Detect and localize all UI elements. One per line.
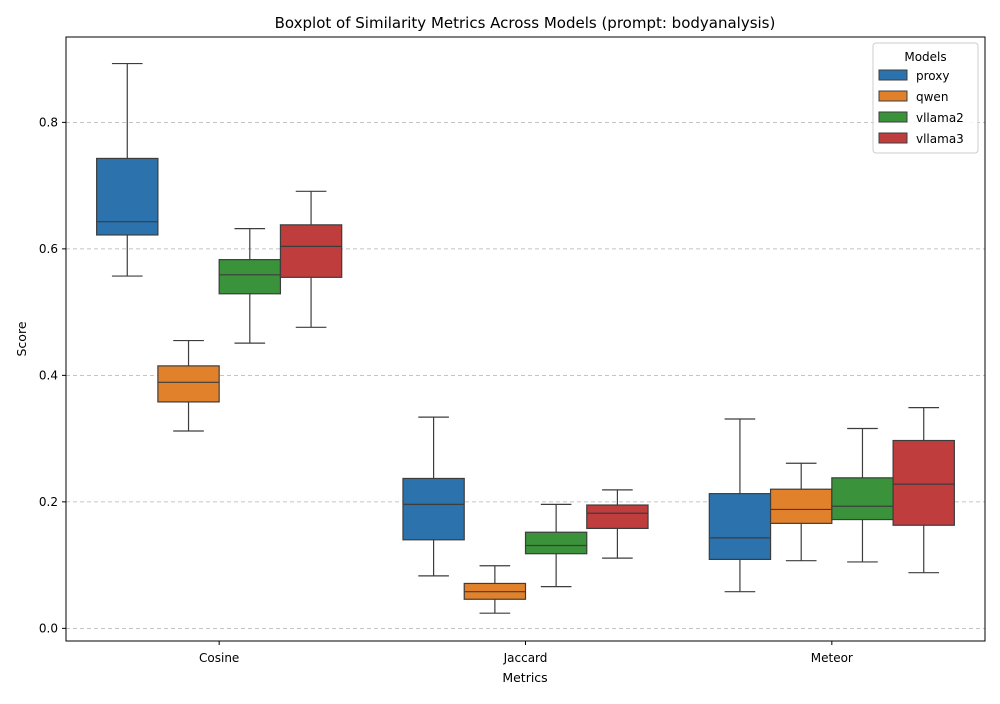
iqr-box [769,488,833,524]
axis-layer: 0.0 0.2 0.4 0.6 0.8 Cosine Jaccard Meteor [39,115,853,665]
iqr-box [892,439,955,526]
box-vllama3-cosine [279,190,343,328]
iqr-box [524,531,588,555]
iqr-box [831,477,894,521]
legend-swatch-vllama3 [878,132,908,144]
legend-label-vllama3: vllama3 [916,132,964,146]
box-vllama2-jaccard [524,503,588,588]
iqr-box [157,365,220,403]
box-qwen-cosine [157,339,220,432]
y-axis-label: Score [14,321,29,356]
box-proxy-meteor [708,418,772,593]
x-tick-label: Meteor [811,651,853,665]
iqr-box [708,493,772,561]
iqr-box [279,224,343,278]
box-proxy-jaccard [402,416,465,577]
legend-label-vllama2: vllama2 [916,111,964,125]
y-tick-label: 0.2 [39,495,58,509]
legend-swatch-proxy [878,69,908,81]
iqr-box [402,477,465,541]
box-proxy-cosine [96,62,159,277]
x-tick-label: Cosine [199,651,239,665]
x-axis-label: Metrics [502,670,547,685]
x-tick-label: Jaccard [503,651,548,665]
y-tick-label: 0.4 [39,368,58,382]
legend-label-proxy: proxy [916,69,949,83]
box-vllama3-meteor [892,407,955,574]
box-vllama2-meteor [831,427,894,563]
y-tick-label: 0.6 [39,242,58,256]
box-vllama2-cosine [218,228,282,344]
box-layer [96,62,955,614]
y-tick-label: 0.0 [39,621,58,635]
box-vllama3-jaccard [586,489,649,559]
chart-title: Boxplot of Similarity Metrics Across Mod… [275,14,776,32]
legend: Models proxy qwen vllama2 vllama3 [872,42,979,154]
box-qwen-meteor [769,462,833,562]
y-tick-label: 0.8 [39,115,58,129]
iqr-box [96,157,159,236]
legend-label-qwen: qwen [916,90,948,104]
legend-swatch-vllama2 [878,111,908,123]
iqr-box [586,504,649,530]
legend-swatch-qwen [878,90,908,102]
box-qwen-jaccard [463,565,527,614]
iqr-box [218,259,282,295]
legend-title: Models [904,50,946,64]
